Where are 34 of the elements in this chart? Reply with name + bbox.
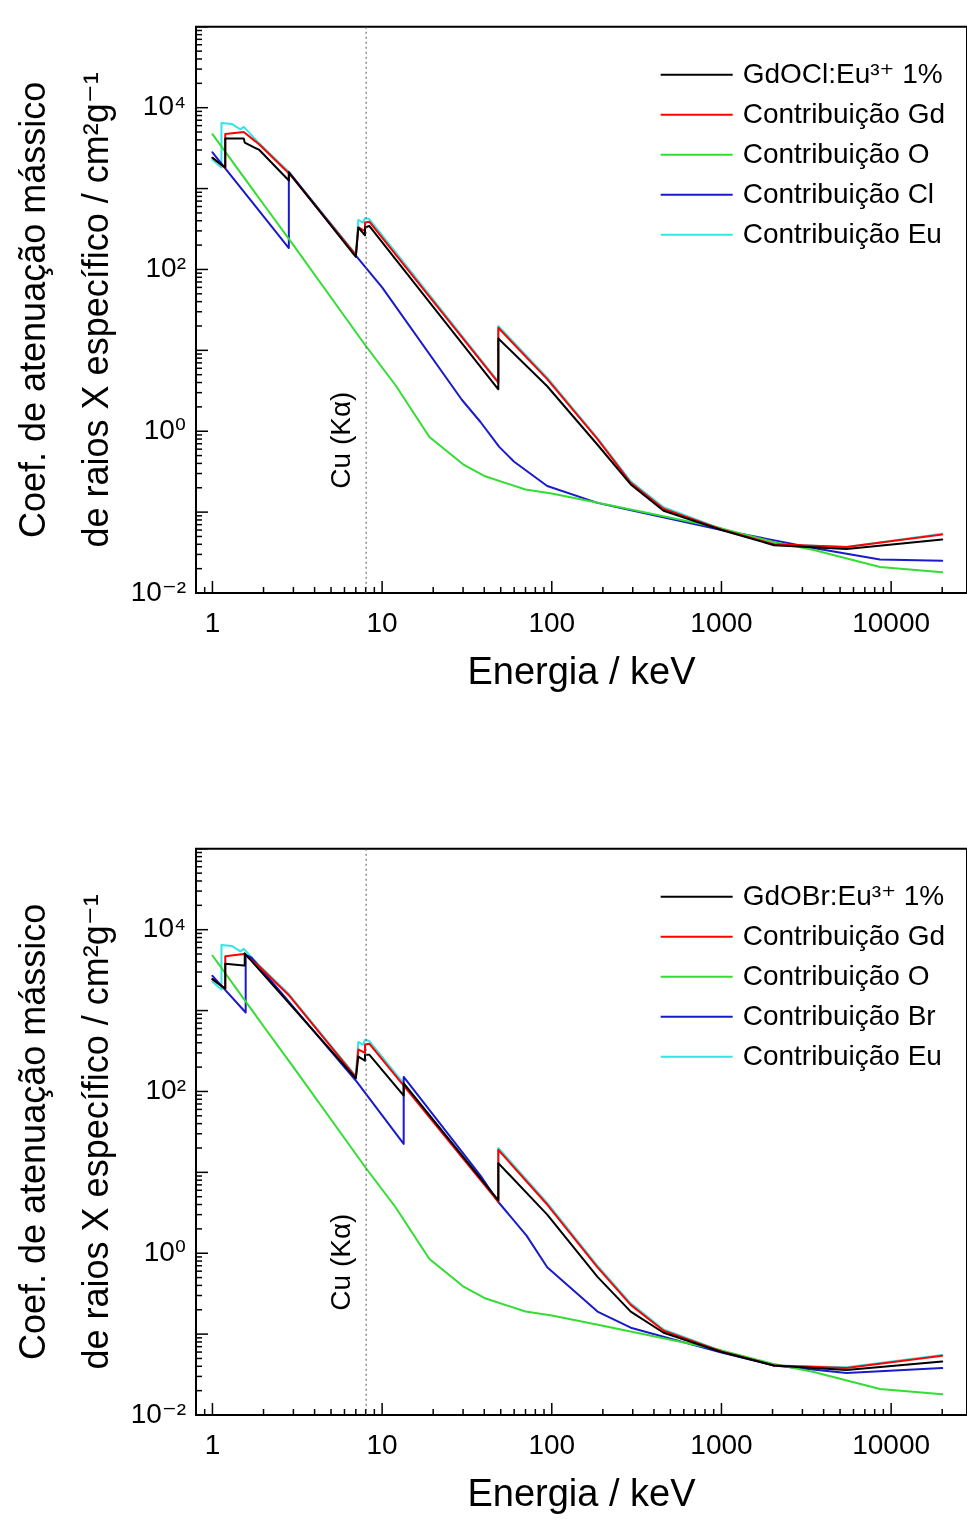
x-tick-label: 100 — [528, 1428, 576, 1460]
legend-label: GdOBr:Eu³⁺ 1% — [742, 879, 945, 911]
y-tick-label: 10² — [145, 252, 186, 284]
x-tick-label: 10 — [366, 1428, 398, 1460]
y-tick-label: 10⁰ — [143, 413, 186, 445]
legend-label: Contribuição Eu — [742, 1039, 942, 1071]
y-tick-label: 10⁰ — [143, 1235, 186, 1267]
legend-label: Contribuição O — [742, 959, 930, 991]
x-axis-title: Energia / keV — [467, 649, 697, 692]
x-tick-label: 1000 — [690, 606, 753, 638]
y-tick-label: 10² — [145, 1074, 186, 1106]
legend-label: Contribuição Gd — [742, 919, 946, 951]
legend-label: Contribuição O — [742, 137, 930, 169]
x-tick-label: 10 — [366, 606, 398, 638]
x-tick-label: 1 — [204, 1428, 221, 1460]
y-tick-label: 10⁴ — [142, 912, 186, 944]
y-axis-title: Coef. de atenuação mássico de raios X específico / cm²g⁻¹ — [12, 894, 117, 1370]
ref-line-label: Cu (Kα) — [324, 1213, 356, 1311]
legend-label: Contribuição Gd — [742, 97, 946, 129]
x-tick-label: 1000 — [690, 1428, 753, 1460]
legend-label: Contribuição Br — [742, 999, 936, 1031]
legend-label: Contribuição Cl — [742, 177, 935, 209]
ref-line-label: Cu (Kα) — [324, 391, 356, 489]
x-axis-title: Energia / keV — [467, 1471, 697, 1514]
x-tick-label: 10000 — [852, 1428, 931, 1460]
x-tick-label: 10000 — [852, 606, 931, 638]
x-tick-label: 100 — [528, 606, 576, 638]
x-tick-label: 1 — [204, 606, 221, 638]
y-tick-label: 10⁴ — [142, 90, 186, 122]
legend-label: Contribuição Eu — [742, 217, 942, 249]
legend-label: GdOCl:Eu³⁺ 1% — [742, 57, 943, 89]
y-axis-title: Coef. de atenuação mássico de raios X específico / cm²g⁻¹ — [12, 72, 117, 548]
y-tick-label: 10⁻² — [130, 575, 186, 607]
y-tick-label: 10⁻² — [130, 1397, 186, 1429]
